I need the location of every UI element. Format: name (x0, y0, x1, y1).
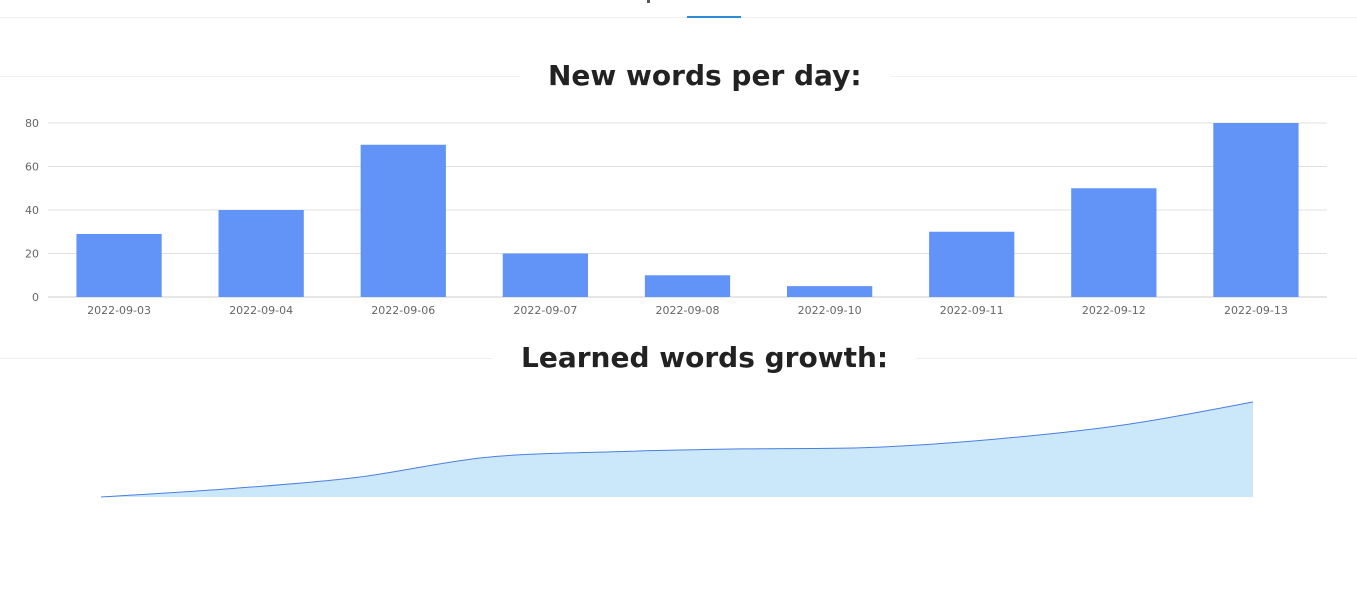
growth-chart-title: Learned words growth: (521, 341, 889, 374)
x-tick-label: 2022-09-13 (1224, 304, 1288, 317)
divider-line-right (889, 75, 1357, 77)
bar (360, 144, 446, 297)
tab-edge-mark (647, 0, 650, 3)
bar (502, 253, 589, 297)
x-tick-label: 2022-09-04 (229, 304, 293, 317)
y-tick-label: 60 (25, 161, 39, 174)
active-tab-indicator (687, 16, 741, 18)
x-tick-label: 2022-09-10 (798, 304, 862, 317)
bar (1071, 188, 1157, 297)
bar (218, 210, 304, 297)
bar (644, 275, 731, 297)
divider-line-left (0, 75, 520, 77)
bar (786, 286, 873, 297)
x-tick-label: 2022-09-08 (656, 304, 720, 317)
y-tick-label: 20 (25, 248, 39, 261)
x-tick-label: 2022-09-07 (513, 304, 577, 317)
top-tab-bar (0, 0, 1357, 18)
divider-line-left (0, 357, 493, 359)
bar (1213, 123, 1299, 297)
bar (929, 231, 1015, 297)
y-tick-label: 40 (25, 204, 39, 217)
x-tick-label: 2022-09-03 (87, 304, 151, 317)
bar (76, 233, 162, 297)
daily-chart-title: New words per day: (548, 59, 862, 92)
x-tick-label: 2022-09-06 (371, 304, 435, 317)
series-line (100, 401, 1254, 498)
growth-section-header: Learned words growth: (0, 341, 1357, 374)
x-tick-label: 2022-09-11 (940, 304, 1004, 317)
y-tick-label: 80 (25, 117, 39, 130)
divider-line-right (916, 357, 1357, 359)
daily-section-header: New words per day: (0, 59, 1357, 92)
new-words-bar-chart: 0 20 40 60 80 2022-09-03 2022-09-04 2022-09-06 2… (25, 117, 1327, 317)
x-tick-label: 2022-09-12 (1082, 304, 1146, 317)
area-fill (101, 402, 1253, 497)
y-tick-label: 0 (32, 291, 39, 304)
